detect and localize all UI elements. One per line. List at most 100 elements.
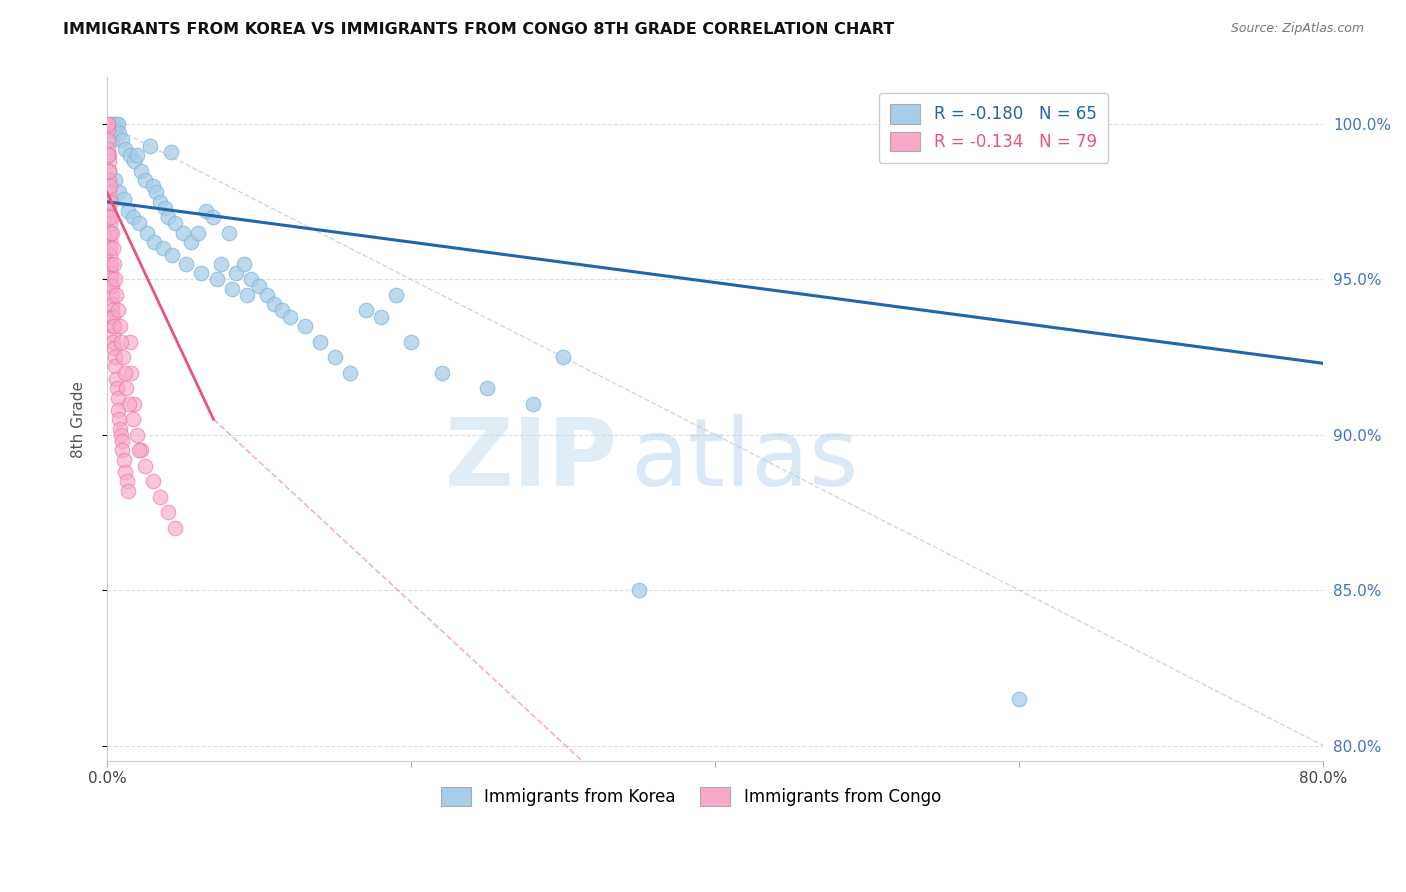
Point: [97, 123, 120, 137]
Point: [309, 334, 332, 349]
Point: [522, 397, 544, 411]
Point: [138, 138, 160, 153]
Point: [103, 319, 125, 334]
Point: [100, 257, 122, 271]
Point: [270, 303, 292, 318]
Point: [110, 434, 132, 448]
Point: [149, 194, 172, 209]
Point: [323, 350, 346, 364]
Point: [103, 257, 125, 271]
Point: [101, 241, 124, 255]
Point: [110, 427, 132, 442]
Point: [122, 412, 145, 426]
Point: [105, 381, 128, 395]
Point: [145, 186, 167, 200]
Point: [354, 303, 377, 318]
Point: [100, 272, 122, 286]
Point: [128, 443, 150, 458]
Point: [111, 132, 134, 146]
Point: [97, 142, 120, 156]
Point: [98, 247, 121, 261]
Point: [118, 334, 141, 349]
Point: [180, 235, 202, 249]
Point: [100, 194, 122, 209]
Text: ZIP: ZIP: [446, 414, 617, 507]
Point: [104, 272, 127, 286]
Point: [156, 211, 179, 225]
Point: [104, 123, 127, 137]
Point: [117, 204, 139, 219]
Point: [153, 201, 176, 215]
Point: [142, 475, 165, 489]
Point: [160, 145, 183, 159]
Point: [218, 226, 240, 240]
Point: [475, 381, 498, 395]
Point: [104, 359, 127, 374]
Point: [135, 226, 157, 240]
Point: [110, 334, 132, 349]
Point: [162, 247, 184, 261]
Point: [108, 412, 131, 426]
Point: [107, 117, 129, 131]
Point: [97, 117, 120, 131]
Point: [190, 266, 212, 280]
Point: [103, 341, 125, 355]
Point: [97, 173, 120, 187]
Point: [101, 226, 124, 240]
Point: [98, 163, 121, 178]
Point: [232, 257, 254, 271]
Text: atlas: atlas: [630, 414, 858, 507]
Point: [101, 310, 124, 324]
Point: [97, 186, 120, 200]
Point: [202, 211, 225, 225]
Point: [149, 490, 172, 504]
Point: [97, 163, 120, 178]
Point: [122, 211, 145, 225]
Point: [187, 226, 209, 240]
Point: [100, 257, 122, 271]
Point: [97, 117, 120, 131]
Point: [124, 397, 146, 411]
Point: [105, 372, 128, 386]
Point: [101, 328, 124, 343]
Point: [430, 366, 453, 380]
Point: [100, 266, 122, 280]
Point: [98, 179, 121, 194]
Point: [278, 310, 301, 324]
Text: Source: ZipAtlas.com: Source: ZipAtlas.com: [1230, 22, 1364, 36]
Point: [108, 421, 131, 435]
Point: [107, 391, 129, 405]
Point: [142, 179, 165, 194]
Point: [236, 288, 259, 302]
Point: [112, 452, 135, 467]
Point: [134, 458, 156, 473]
Point: [105, 288, 128, 302]
Point: [114, 366, 136, 380]
Point: [240, 272, 263, 286]
Point: [107, 403, 129, 417]
Point: [100, 278, 122, 293]
Legend: Immigrants from Korea, Immigrants from Congo: Immigrants from Korea, Immigrants from C…: [432, 779, 949, 814]
Point: [263, 297, 285, 311]
Point: [98, 204, 121, 219]
Point: [100, 241, 122, 255]
Point: [209, 257, 232, 271]
Point: [100, 278, 122, 293]
Point: [256, 288, 278, 302]
Point: [117, 483, 139, 498]
Point: [107, 303, 129, 318]
Point: [194, 204, 217, 219]
Point: [134, 173, 156, 187]
Point: [108, 319, 131, 334]
Point: [111, 443, 134, 458]
Point: [385, 288, 408, 302]
Point: [101, 117, 124, 131]
Point: [225, 266, 247, 280]
Point: [100, 132, 122, 146]
Point: [101, 303, 124, 318]
Point: [127, 148, 149, 162]
Point: [1008, 692, 1031, 706]
Point: [339, 366, 361, 380]
Point: [124, 154, 146, 169]
Point: [97, 154, 120, 169]
